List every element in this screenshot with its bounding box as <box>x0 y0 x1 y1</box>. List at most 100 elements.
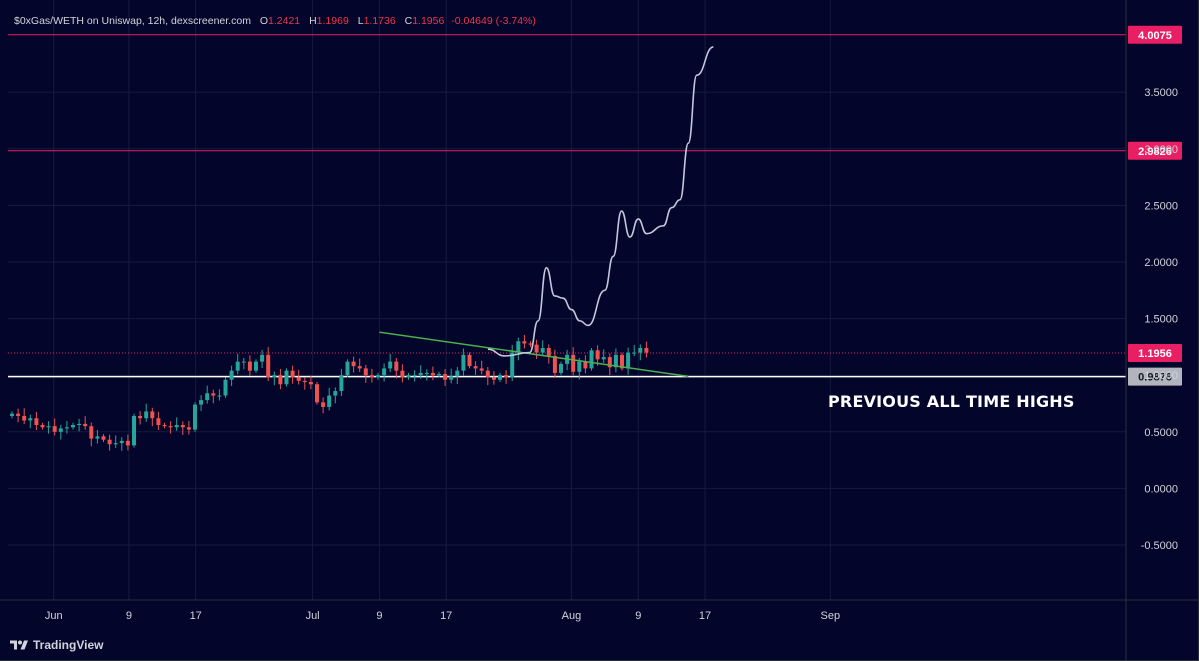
low-value: 1.1736 <box>363 15 396 27</box>
candle-body <box>223 379 228 396</box>
candle-body <box>473 366 478 369</box>
candle-body <box>369 375 374 378</box>
candle-body <box>95 436 100 439</box>
x-tick-label: 17 <box>699 610 711 622</box>
candle-body <box>552 355 557 373</box>
candle-body <box>327 395 332 407</box>
candle-body <box>205 393 210 401</box>
candle-body <box>46 426 51 428</box>
candle-body <box>16 413 21 416</box>
candle-body <box>272 375 277 378</box>
candle-body <box>235 361 240 371</box>
candle-body <box>571 354 576 372</box>
candle-body <box>83 423 88 427</box>
candle-body <box>144 411 149 419</box>
brand-name: TradingView <box>33 638 104 652</box>
candle-body <box>376 375 380 378</box>
candle-body <box>339 375 344 392</box>
candle-body <box>186 427 191 430</box>
tradingview-logo-icon <box>10 640 28 650</box>
candle-body <box>522 341 527 344</box>
candle-body <box>52 426 57 432</box>
price-level-badge <box>1128 367 1182 386</box>
candle-body <box>467 354 472 367</box>
candle-body <box>278 375 283 385</box>
low-label: L <box>357 15 364 27</box>
candle-body <box>308 381 313 385</box>
open-value: 1.2421 <box>268 15 301 27</box>
candle-body <box>400 370 405 378</box>
ath-annotation: PREVIOUS ALL TIME HIGHS <box>828 392 1075 411</box>
candle-body <box>394 361 399 371</box>
candle-body <box>437 374 441 376</box>
y-tick-label: 0.0000 <box>1144 483 1178 495</box>
candle-body <box>162 425 167 427</box>
candle-body <box>589 350 594 369</box>
candle-body <box>119 440 124 444</box>
candle-body <box>217 395 222 397</box>
candle-body <box>406 375 411 378</box>
y-tick-label: 2.5000 <box>1144 200 1178 212</box>
x-tick-label: 17 <box>190 610 202 622</box>
candle-body <box>449 376 454 380</box>
x-tick-label: 9 <box>376 610 382 622</box>
close-value: 1.1956 <box>412 15 445 27</box>
candle-body <box>528 343 533 345</box>
x-tick-label: Jul <box>306 610 320 622</box>
price-level-badge-label: 1.1956 <box>1138 348 1172 360</box>
tradingview-brand[interactable]: TradingView <box>10 638 103 652</box>
candle-body <box>443 374 448 380</box>
candle-body <box>644 348 649 353</box>
candle-body <box>345 361 350 376</box>
high-label: H <box>309 15 317 27</box>
candle-body <box>296 377 301 381</box>
candle-body <box>125 440 130 446</box>
candle-body <box>485 370 490 378</box>
price-level-badge-label: 4.0075 <box>1138 30 1172 42</box>
candle-body <box>180 425 185 428</box>
projection-path <box>487 46 714 357</box>
candle-body <box>626 352 631 369</box>
candle-body <box>40 425 45 428</box>
candle-body <box>89 426 94 439</box>
candle-body <box>266 354 271 378</box>
candle-body <box>516 341 521 353</box>
candle-body <box>302 380 307 382</box>
candle-body <box>229 370 234 380</box>
change-value: -0.04649 (-3.74%) <box>451 15 536 27</box>
trendline <box>379 331 689 378</box>
candle-body <box>199 400 204 405</box>
close-label: C <box>404 15 413 27</box>
y-tick-label: 0.5000 <box>1144 427 1178 439</box>
grid <box>8 0 1126 600</box>
candle-body <box>613 354 618 368</box>
x-tick-label: Aug <box>562 610 582 622</box>
candle-body <box>315 384 319 403</box>
drawings[interactable] <box>379 46 714 378</box>
candle-body <box>321 402 326 407</box>
candle-body <box>583 361 588 369</box>
candle-body <box>132 415 136 446</box>
candle-body <box>595 350 600 360</box>
x-tick-label: 9 <box>635 610 641 622</box>
candle-body <box>424 372 429 374</box>
candle-body <box>620 354 624 369</box>
candle-body <box>418 372 423 376</box>
candle-body <box>534 344 539 353</box>
candle-body <box>638 348 643 353</box>
candle-body <box>601 357 606 360</box>
candle-body <box>382 368 387 376</box>
candle-body <box>10 413 14 416</box>
candle-body <box>168 426 173 428</box>
candle-body <box>290 370 295 378</box>
candle-body <box>211 393 216 396</box>
candle-body <box>363 368 368 376</box>
candle-body <box>284 370 289 385</box>
price-level-badge <box>1128 344 1182 363</box>
candle-body <box>113 443 118 445</box>
candle-body <box>504 375 509 378</box>
high-value: 1.1969 <box>316 15 349 27</box>
candle-body <box>559 363 563 373</box>
